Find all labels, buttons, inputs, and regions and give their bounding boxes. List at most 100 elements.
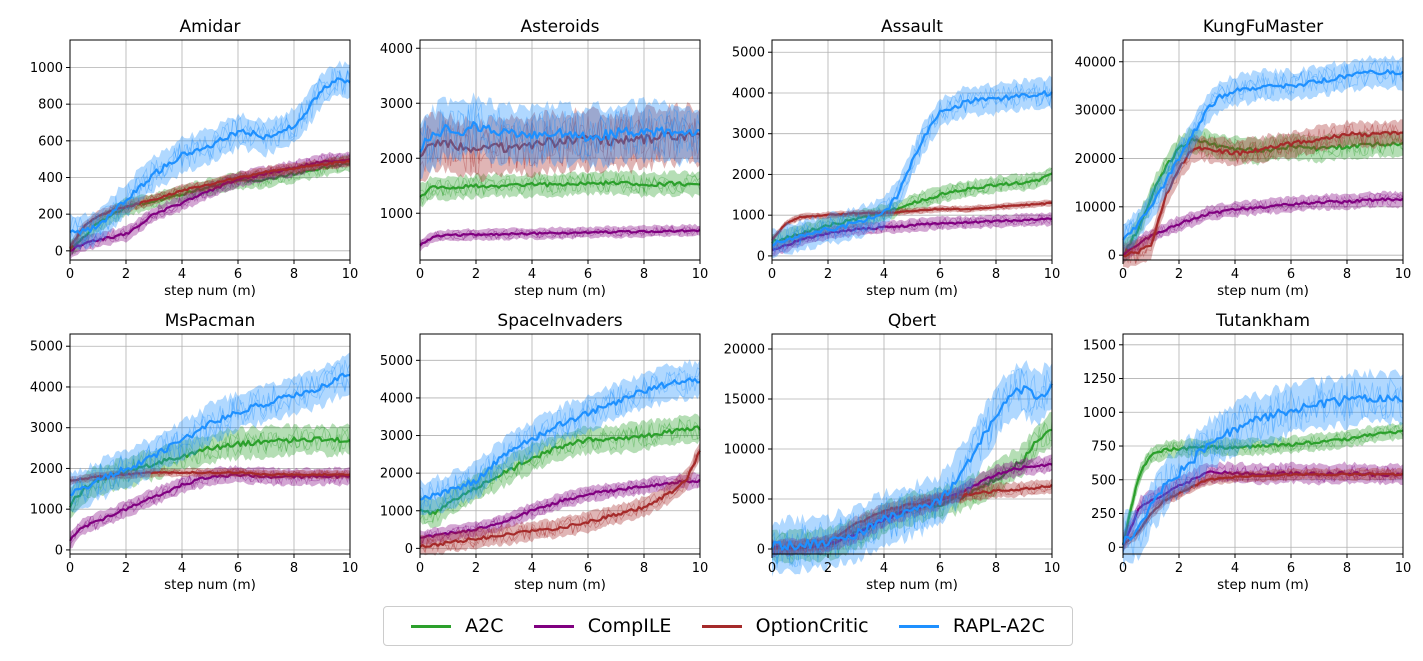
band-rapl-a2c [1123,55,1403,256]
y-tick-label: 2000 [30,462,63,477]
series-optioncritic [419,102,701,183]
y-tick-label: 5000 [380,354,413,369]
x-tick-label: 0 [416,561,424,576]
band-optioncritic [1123,119,1403,269]
x-tick-label: 8 [290,267,298,282]
axes-frame [771,333,1053,555]
chart-assault: 0 2 4 6 8 10 0 1000 2000 3000 4000 5000 Assault step … [732,17,1060,299]
mean-line-rapl-a2c [771,90,1053,247]
seed-line-a2c [771,171,1053,246]
x-tick-label: 8 [640,267,648,282]
legend: A2C CompILE OptionCritic RAPL-A2C [383,606,1073,646]
mean-line-optioncritic [771,201,1053,241]
legend-swatch-rapl-a2c [898,624,939,628]
series-a2c [419,169,701,208]
y-tick-label: 0 [757,543,765,558]
x-tick-label: 10 [1395,561,1412,576]
seed-line-compile [69,153,351,257]
y-tick-label: 2000 [380,467,413,482]
series-compile [419,472,701,548]
mean-line-compile [69,473,351,542]
chart-title: Asteroids [521,17,600,37]
series-rapl-a2c [770,360,1053,577]
series-optioncritic [1122,467,1404,550]
x-tick-label: 4 [528,561,536,576]
y-tick-label: 3000 [380,429,413,444]
y-tick-label: 800 [38,98,63,113]
band-a2c [772,412,1052,565]
y-tick-label: 5000 [732,493,765,508]
y-tick-label: 20000 [724,343,765,358]
y-tick-label: 1000 [30,61,63,76]
y-tick-label: 40000 [1075,55,1116,70]
band-compile [1123,190,1403,264]
band-rapl-a2c [772,75,1052,259]
seed-line-a2c [69,426,351,513]
chart-spaceinvaders: 0 2 4 6 8 10 0 1000 2000 3000 4000 5000 SpaceInvader… [380,311,708,593]
x-tick-label: 0 [66,267,74,282]
x-tick-label: 10 [692,561,709,576]
seed-line-rapl-a2c [1122,58,1404,241]
series-a2c [419,413,701,528]
series-rapl-a2c [419,92,701,180]
y-tick-label: 0 [1108,541,1116,556]
y-tick-label: 1250 [1083,372,1116,387]
mean-line-a2c [419,180,701,198]
y-tick-label: 600 [38,134,63,149]
y-tick-label: 0 [405,542,413,557]
series-optioncritic [419,442,701,556]
seed-line-compile [771,214,1053,254]
chart-title: Qbert [888,311,937,331]
seed-line-a2c [419,173,701,201]
y-tick-label: 750 [1091,440,1116,455]
legend-item-optioncritic: OptionCritic [701,615,869,637]
series-rapl-a2c [69,60,351,251]
mean-line-compile [1122,197,1404,257]
x-tick-label: 4 [880,267,888,282]
mean-line-compile [419,228,701,247]
band-compile [420,472,700,548]
y-tick-label: 5000 [732,46,765,61]
y-tick-label: 0 [757,249,765,264]
seed-line-rapl-a2c [771,83,1053,254]
x-tick-label: 6 [234,267,242,282]
seed-line-rapl-a2c [1122,382,1404,555]
band-optioncritic [420,102,700,183]
x-tick-label: 0 [768,267,776,282]
y-tick-label: 10000 [1075,200,1116,215]
x-tick-label: 0 [1119,561,1127,576]
mean-line-rapl-a2c [770,383,1053,551]
mean-line-rapl-a2c [69,372,351,497]
series-optioncritic [69,467,351,486]
legend-label-a2c: A2C [465,615,504,637]
seed-line-optioncritic [69,468,351,484]
x-axis-label: step num (m) [1217,577,1309,593]
seed-line-compile [1122,192,1404,258]
seed-line-compile [419,225,701,249]
y-tick-label: 3000 [732,127,765,142]
seed-line-rapl-a2c [419,367,701,514]
mean-line-rapl-a2c [419,121,701,153]
series-a2c [771,167,1053,251]
x-axis-label: step num (m) [866,577,958,593]
band-a2c [1123,421,1403,555]
seed-line-compile [419,225,701,248]
axes-frame [69,333,351,555]
x-tick-label: 10 [342,267,359,282]
axes-frame [419,39,701,261]
x-tick-label: 6 [234,561,242,576]
band-a2c [420,169,700,208]
x-tick-label: 2 [824,561,832,576]
band-rapl-a2c [1123,368,1403,569]
mean-line-rapl-a2c [69,77,351,235]
axes-frame [1122,39,1404,261]
series-optioncritic [771,199,1053,244]
x-axis-label: step num (m) [164,577,256,593]
y-tick-label: 1000 [30,503,63,518]
band-rapl-a2c [70,352,350,513]
y-tick-label: 1000 [380,504,413,519]
chart-kungfumaster: 0 2 4 6 8 10 0 10000 20000 30000 40000 KungFuMaster… [1075,17,1412,299]
x-tick-label: 0 [1119,267,1127,282]
seed-line-rapl-a2c [69,359,351,499]
